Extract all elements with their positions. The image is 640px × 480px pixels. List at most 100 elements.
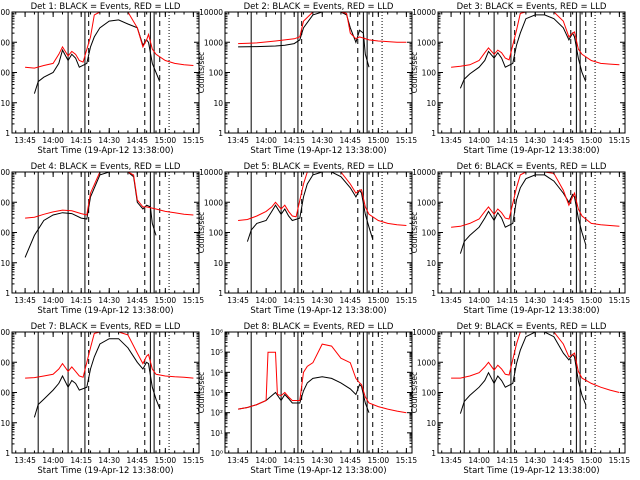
y-tick-label: 100	[422, 69, 437, 78]
x-axis-label: Start Time (19-Apr-12 13:38:00)	[250, 306, 386, 316]
y-tick-label: 10000	[412, 328, 436, 337]
panel-det-3: 1 10 100 1000 10000 13:45 14:00 14:15 14:30 14:45…	[410, 2, 630, 156]
series-events-line	[24, 171, 157, 258]
x-axis-label: Start Time (19-Apr-12 13:38:00)	[37, 146, 173, 156]
y-tick-label: 10³	[210, 389, 223, 398]
x-tick-label: 15:00	[581, 136, 603, 145]
series-events-line	[33, 338, 161, 418]
panel-det-8: 10⁰ 10¹ 10² 10³ 10⁴ 10⁵ 10⁶ 13:45 14:00 14:15 14:3…	[197, 322, 417, 476]
panel-det-1: 1 10 100 1000 10000 13:45 14:00 14:15 14:30 14:45…	[0, 2, 204, 156]
y-tick-label: 10	[0, 99, 10, 108]
x-tick-label: 14:15	[70, 456, 92, 465]
x-tick-label: 14:00	[42, 456, 64, 465]
plot-frame	[437, 11, 626, 134]
y-tick-label: 1000	[204, 38, 223, 47]
x-tick-label: 14:45	[552, 456, 574, 465]
x-tick-label: 15:00	[581, 456, 603, 465]
y-tick-label: 1000	[204, 198, 223, 207]
x-tick-label: 15:15	[609, 456, 631, 465]
x-tick-label: 15:15	[609, 136, 631, 145]
x-tick-label: 14:45	[339, 136, 361, 145]
plot-frame	[11, 11, 200, 134]
y-tick-label: 1	[5, 129, 10, 138]
panel-det-2: 1 10 100 1000 10000 13:45 14:00 14:15 14:30 14:45…	[197, 2, 417, 156]
y-tick-label: 10000	[0, 168, 10, 177]
y-tick-label: 10000	[0, 8, 10, 17]
panel-det-6: 1 10 100 1000 10000 13:45 14:00 14:15 14:30 14:45…	[410, 162, 630, 316]
x-axis-label: Start Time (19-Apr-12 13:38:00)	[463, 146, 599, 156]
series-lld-line	[238, 171, 407, 226]
y-axis-label: Counts/sec	[410, 52, 419, 93]
y-axis-label: Counts/sec	[410, 372, 419, 413]
panel-title: Det 6: BLACK = Events, RED = LLD	[457, 162, 607, 172]
x-tick-label: 15:15	[609, 296, 631, 305]
x-tick-label: 14:45	[126, 456, 148, 465]
y-tick-label: 10¹	[210, 429, 223, 438]
plot-frame	[224, 331, 413, 454]
x-axis-label: Start Time (19-Apr-12 13:38:00)	[250, 146, 386, 156]
x-tick-label: 13:45	[440, 136, 462, 145]
x-tick-label: 14:15	[70, 136, 92, 145]
x-tick-label: 14:00	[42, 296, 64, 305]
y-tick-label: 1000	[0, 38, 10, 47]
x-tick-label: 14:00	[255, 296, 277, 305]
y-axis-label: Counts/sec	[197, 372, 206, 413]
x-tick-label: 15:00	[155, 296, 177, 305]
x-tick-label: 14:30	[524, 296, 546, 305]
panel-title: Det 7: BLACK = Events, RED = LLD	[31, 322, 181, 332]
y-tick-label: 1000	[417, 358, 436, 367]
x-tick-label: 14:00	[468, 136, 490, 145]
x-tick-label: 13:45	[440, 456, 462, 465]
x-tick-label: 14:00	[255, 136, 277, 145]
y-tick-label: 10²	[210, 409, 223, 418]
y-tick-label: 10	[213, 99, 223, 108]
plot-frame	[11, 331, 200, 454]
panel-title: Det 8: BLACK = Events, RED = LLD	[244, 322, 394, 332]
x-axis-label: Start Time (19-Apr-12 13:38:00)	[463, 466, 599, 476]
series-lld-line	[451, 331, 620, 393]
x-tick-label: 15:15	[396, 456, 418, 465]
series-lld-line	[451, 11, 620, 68]
x-tick-label: 14:15	[283, 136, 305, 145]
y-tick-label: 10000	[199, 168, 223, 177]
y-tick-label: 1000	[417, 198, 436, 207]
x-tick-label: 14:45	[126, 296, 148, 305]
x-tick-label: 13:45	[227, 296, 249, 305]
y-tick-label: 10	[426, 259, 436, 268]
x-tick-label: 15:00	[155, 456, 177, 465]
series-lld-line	[25, 171, 194, 219]
series-lld-line	[25, 11, 194, 69]
x-tick-label: 13:45	[14, 136, 36, 145]
x-tick-label: 14:30	[524, 456, 546, 465]
y-tick-label: 1000	[0, 358, 10, 367]
x-tick-label: 13:45	[440, 296, 462, 305]
series-events-line	[459, 14, 587, 89]
x-tick-label: 14:15	[496, 456, 518, 465]
x-tick-label: 14:30	[311, 456, 333, 465]
y-tick-label: 1000	[0, 198, 10, 207]
y-tick-label: 1	[218, 289, 223, 298]
y-tick-label: 1	[431, 449, 436, 458]
y-tick-label: 10⁰	[210, 449, 223, 458]
series-events-line	[238, 376, 370, 413]
panel-title: Det 9: BLACK = Events, RED = LLD	[457, 322, 607, 332]
x-tick-label: 14:45	[552, 296, 574, 305]
series-lld-line	[238, 343, 407, 414]
x-tick-label: 14:15	[496, 136, 518, 145]
x-tick-label: 14:30	[311, 136, 333, 145]
plot-frame	[224, 171, 413, 294]
x-tick-label: 15:00	[368, 456, 390, 465]
y-tick-label: 1	[431, 289, 436, 298]
y-tick-label: 100	[422, 229, 437, 238]
x-tick-label: 15:15	[183, 456, 205, 465]
y-tick-label: 10000	[199, 8, 223, 17]
x-tick-label: 13:45	[14, 456, 36, 465]
x-tick-label: 14:15	[283, 296, 305, 305]
y-tick-label: 1000	[417, 38, 436, 47]
x-tick-label: 14:15	[70, 296, 92, 305]
x-tick-label: 15:15	[396, 296, 418, 305]
y-tick-label: 100	[0, 69, 10, 78]
y-axis-label: Counts/sec	[197, 52, 206, 93]
y-tick-label: 10	[0, 419, 10, 428]
x-tick-label: 14:45	[339, 456, 361, 465]
